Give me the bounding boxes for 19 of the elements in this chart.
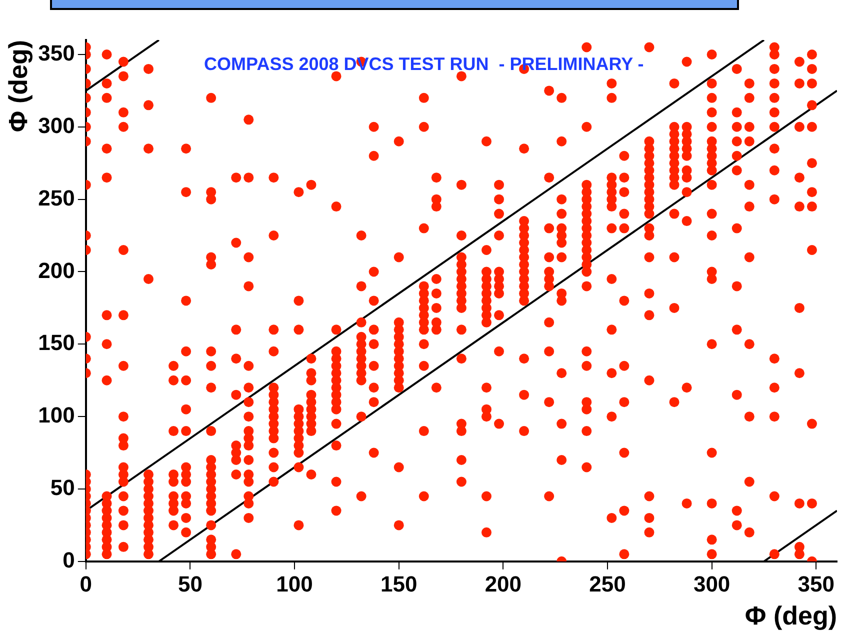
x-tick-label: 150 <box>380 572 418 597</box>
y-tick-label: 50 <box>50 475 75 500</box>
x-tick-label: 50 <box>178 572 202 597</box>
x-tick-label: 100 <box>276 572 313 597</box>
x-axis-title: Φ (deg) <box>744 600 837 631</box>
y-tick-label: 300 <box>38 112 75 138</box>
x-tick-label: 300 <box>693 572 730 597</box>
x-tick-label: 200 <box>484 572 522 597</box>
annotation: COMPASS 2008 DVCS TEST RUN - PRELIMINARY - <box>204 54 644 74</box>
y-tick-label: 0 <box>62 547 75 572</box>
x-tick-label: 350 <box>798 572 834 597</box>
y-tick-label: 200 <box>38 258 75 283</box>
x-tick-label: 0 <box>80 572 92 597</box>
y-axis-title: Φ (deg) <box>2 40 33 132</box>
y-tick-label: 350 <box>38 40 75 66</box>
x-tick-label: 250 <box>589 572 626 597</box>
y-tick-label: 150 <box>38 330 75 356</box>
y-tick-label: 250 <box>38 185 75 210</box>
y-tick-label: 100 <box>38 402 75 428</box>
